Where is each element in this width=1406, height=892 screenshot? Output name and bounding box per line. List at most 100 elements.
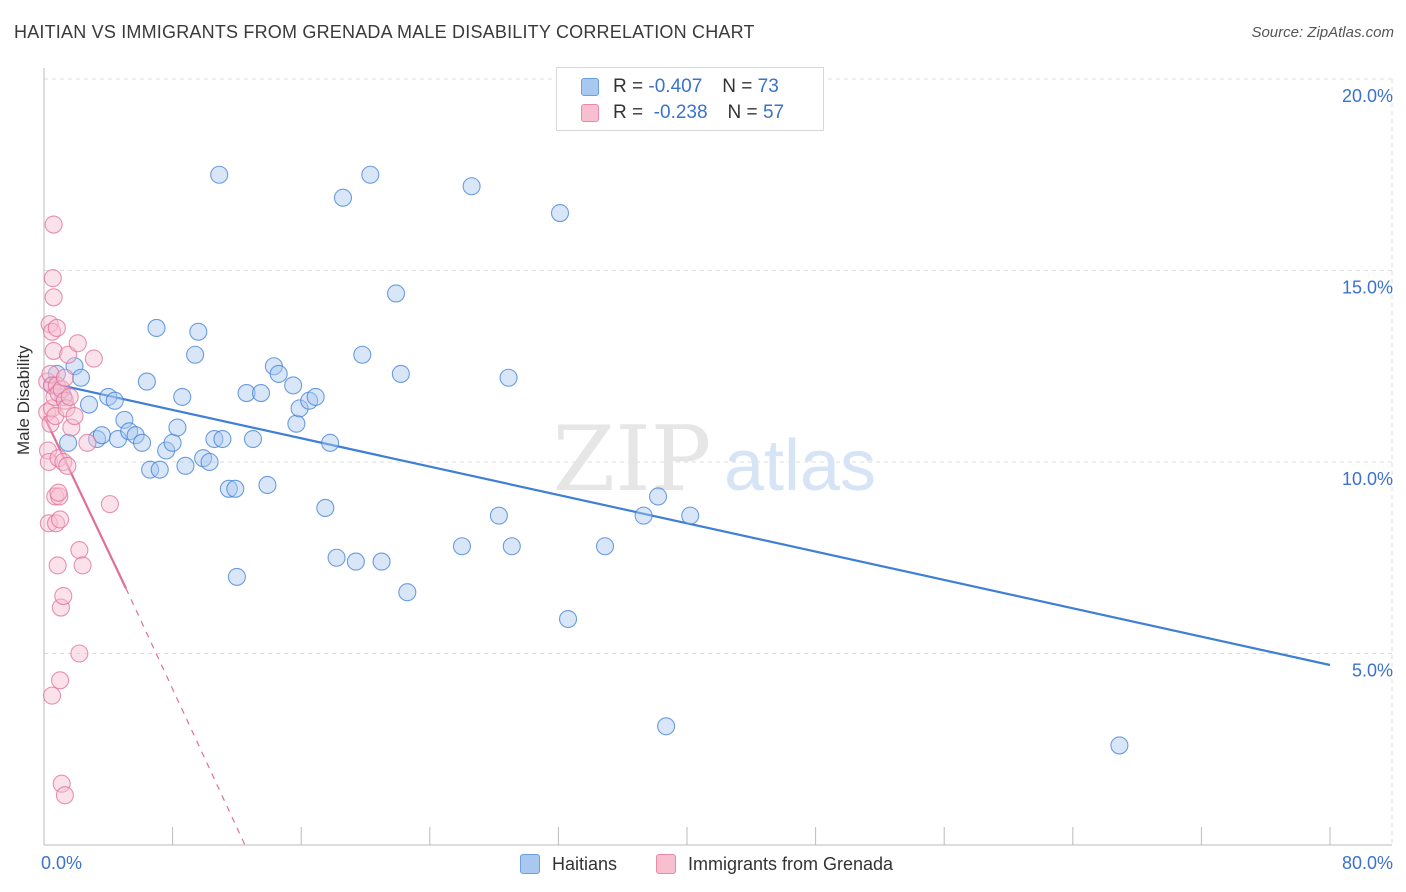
point-grenada (73, 556, 92, 575)
point-grenada (70, 541, 89, 560)
point-haitians (186, 345, 205, 364)
point-grenada (62, 418, 81, 437)
point-haitians (306, 387, 325, 406)
point-haitians (327, 548, 346, 567)
point-haitians (133, 433, 152, 452)
point-haitians (258, 475, 277, 495)
trend-line-extension-grenada (125, 588, 246, 846)
point-grenada (65, 406, 84, 426)
legend-swatch-grenada (581, 104, 599, 122)
legend-label-grenada: Immigrants from Grenada (688, 853, 894, 874)
point-grenada (44, 341, 63, 360)
point-haitians (284, 376, 303, 395)
point-haitians (269, 364, 288, 383)
legend-row-grenada: R = -0.238 N = 57 (581, 102, 784, 124)
point-grenada (78, 433, 97, 452)
correlation-legend: R = -0.407 N = 73 R = -0.238 N = 57 (556, 67, 824, 131)
watermark: ZIP atlas (553, 407, 876, 512)
point-haitians (173, 387, 192, 406)
legend-r-label: R = (613, 76, 644, 97)
point-grenada (48, 556, 67, 575)
point-haitians (189, 322, 208, 341)
point-haitians (163, 433, 182, 452)
point-haitians (452, 537, 472, 556)
point-grenada (41, 364, 60, 383)
legend-r-value: -0.238 (653, 102, 708, 123)
point-grenada (55, 786, 74, 805)
watermark-zip: ZIP (553, 407, 712, 512)
source-label: Source: ZipAtlas.com (1251, 24, 1394, 41)
legend-swatch-grenada (656, 854, 676, 874)
y-tick-label: 15.0% (1342, 278, 1393, 298)
trend-line-grenada (43, 415, 127, 589)
point-grenada (51, 598, 70, 617)
legend-n-label: N = (722, 76, 753, 97)
legend-r-label: R = (613, 102, 644, 123)
legend-item-grenada: Immigrants from Grenada (656, 852, 893, 876)
point-grenada (68, 334, 87, 353)
point-haitians (79, 395, 99, 414)
legend-swatch-haitians (581, 78, 599, 96)
legend-item-haitians: Haitians (520, 852, 617, 876)
point-grenada (70, 644, 89, 663)
point-haitians (502, 537, 521, 556)
point-haitians (499, 368, 518, 387)
point-haitians (237, 384, 256, 403)
y-tick-label: 10.0% (1342, 469, 1393, 489)
chart-title: HAITIAN VS IMMIGRANTS FROM GRENADA MALE … (14, 22, 755, 42)
point-haitians (126, 426, 145, 445)
point-haitians (361, 165, 380, 184)
point-haitians (141, 460, 160, 479)
data-points (38, 165, 1129, 805)
point-haitians (489, 506, 508, 525)
legend-n-value: 73 (757, 76, 779, 97)
point-haitians (287, 414, 306, 433)
point-haitians (462, 177, 481, 196)
point-grenada (54, 586, 73, 606)
point-haitians (219, 479, 238, 498)
point-grenada (43, 269, 62, 288)
legend-r-value: -0.407 (648, 76, 703, 97)
point-haitians (398, 583, 417, 602)
point-haitians (137, 372, 156, 391)
legend-n-label: N = (727, 102, 758, 123)
point-haitians (168, 418, 187, 437)
tick-labels: 5.0% 10.0% 15.0% 20.0% 0.0% 80.0% (41, 86, 1393, 873)
point-haitians (391, 364, 410, 383)
point-grenada (55, 368, 74, 387)
point-haitians (558, 609, 578, 629)
point-grenada (39, 514, 58, 533)
y-axis-label: Male Disability (14, 345, 33, 455)
point-haitians (550, 204, 570, 223)
point-haitians (213, 429, 232, 449)
point-haitians (657, 717, 676, 736)
point-grenada (39, 452, 58, 472)
point-haitians (681, 506, 700, 525)
point-haitians (1110, 736, 1129, 755)
point-haitians (210, 165, 229, 184)
legend-label-haitians: Haitians (552, 853, 618, 874)
point-haitians (157, 441, 176, 460)
point-haitians (290, 399, 309, 418)
point-haitians (333, 188, 353, 207)
point-grenada (100, 495, 119, 514)
point-grenada (58, 456, 77, 475)
point-haitians (226, 479, 245, 498)
point-haitians (346, 552, 365, 571)
point-haitians (105, 391, 124, 410)
point-grenada (84, 349, 103, 368)
point-haitians (353, 345, 372, 364)
point-haitians (316, 498, 335, 518)
point-haitians (595, 537, 615, 556)
y-tick-label: 5.0% (1352, 661, 1393, 681)
x-tick-label: 80.0% (1342, 853, 1393, 873)
point-grenada (42, 686, 62, 705)
point-grenada (47, 318, 66, 338)
point-haitians (372, 552, 391, 571)
point-grenada (60, 387, 79, 406)
point-haitians (59, 433, 78, 452)
axes (43, 68, 1392, 846)
point-haitians (227, 567, 246, 586)
point-haitians (251, 384, 271, 403)
watermark-atlas: atlas (724, 426, 876, 506)
